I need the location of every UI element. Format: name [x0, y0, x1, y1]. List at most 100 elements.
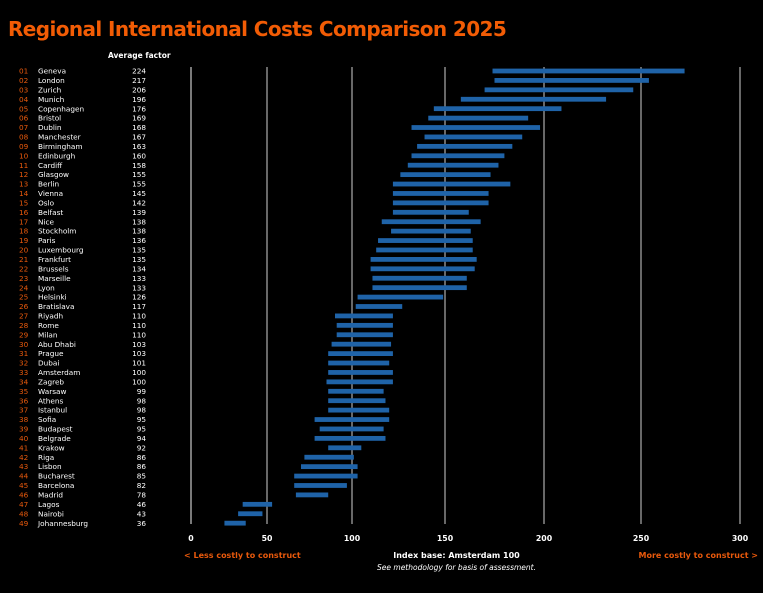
rank-label: 04 — [19, 95, 29, 104]
bar-dublin — [411, 125, 541, 130]
rank-label: 09 — [19, 142, 29, 151]
rank-label: 07 — [19, 123, 29, 132]
bar-abu-dhabi — [331, 341, 392, 347]
city-label: Oslo — [38, 198, 55, 207]
rank-label: 32 — [19, 359, 28, 368]
city-label: Dublin — [38, 123, 62, 132]
city-label: Copenhagen — [38, 104, 84, 113]
rank-label: 16 — [19, 208, 29, 217]
bar-paris — [378, 238, 473, 243]
average-factor-value: 36 — [137, 519, 147, 528]
city-label: Belfast — [38, 208, 63, 217]
city-label: Stockholm — [38, 227, 76, 236]
rank-label: 08 — [19, 133, 29, 142]
bar-athens — [328, 398, 386, 404]
city-label: Cardiff — [38, 161, 63, 170]
bar-barcelona — [294, 483, 347, 488]
city-label: Johannesburg — [37, 519, 88, 528]
rank-label: 36 — [19, 396, 29, 405]
average-factor-header: Average factor — [108, 51, 171, 60]
city-label: Sofia — [38, 415, 56, 424]
less-costly-label: < Less costly to construct — [184, 551, 301, 560]
rank-label: 46 — [19, 491, 29, 500]
bar-geneva — [492, 68, 685, 74]
rank-label: 45 — [19, 481, 28, 490]
average-factor-value: 135 — [132, 255, 146, 264]
bar-munich — [460, 96, 607, 102]
average-factor-value: 136 — [132, 236, 146, 245]
bar-frankfurt — [370, 257, 477, 262]
average-factor-value: 110 — [132, 321, 146, 330]
rank-label: 02 — [19, 76, 28, 85]
rank-label: 21 — [19, 255, 28, 264]
city-label: Paris — [38, 236, 56, 245]
city-label: London — [38, 76, 65, 85]
x-tick-50: 50 — [262, 534, 273, 543]
average-factor-value: 133 — [132, 283, 146, 292]
x-tick-200: 200 — [536, 534, 553, 543]
bar-milan — [336, 332, 393, 338]
bar-helsinki — [357, 294, 444, 300]
bars — [224, 68, 685, 526]
rank-label: 23 — [19, 274, 29, 283]
city-label: Lyon — [38, 283, 55, 292]
city-label: Luxembourg — [38, 246, 83, 255]
rank-label: 17 — [19, 217, 29, 226]
average-factor-value: 138 — [132, 217, 146, 226]
bar-madrid — [295, 492, 329, 498]
city-label: Dubai — [38, 359, 59, 368]
bar-dubai — [328, 360, 390, 366]
city-label: Helsinki — [38, 293, 67, 302]
rank-label: 03 — [19, 85, 29, 94]
city-label: Abu Dhabi — [38, 340, 76, 349]
bar-lisbon — [301, 464, 358, 470]
x-tick-0: 0 — [188, 534, 194, 543]
x-tick-150: 150 — [437, 534, 454, 543]
rank-label: 47 — [19, 500, 29, 509]
city-label: Zagreb — [38, 377, 64, 386]
city-label: Prague — [38, 349, 64, 358]
city-label: Nice — [38, 217, 54, 226]
city-label: Budapest — [38, 425, 73, 434]
average-factor-value: 46 — [137, 500, 147, 509]
rank-label: 28 — [19, 321, 29, 330]
city-label: Munich — [38, 95, 64, 104]
bar-istanbul — [328, 407, 390, 413]
index-base-label: Index base: Amsterdam 100 — [393, 551, 520, 560]
rank-label: 14 — [19, 189, 29, 198]
more-costly-label: More costly to construct > — [638, 551, 759, 560]
rank-label: 49 — [19, 519, 29, 528]
bar-amsterdam — [328, 370, 393, 375]
city-label: Zurich — [38, 85, 61, 94]
city-label: Lisbon — [38, 462, 62, 471]
average-factor-value: 98 — [137, 396, 147, 405]
average-factor-value: 145 — [132, 189, 146, 198]
average-factor-value: 133 — [132, 274, 146, 283]
bar-bristol — [428, 115, 529, 121]
average-factor-value: 86 — [137, 453, 147, 462]
city-label: Rome — [38, 321, 59, 330]
bar-riga — [304, 454, 354, 460]
rank-label: 31 — [19, 349, 28, 358]
rank-label: 26 — [19, 302, 29, 311]
average-factor-value: 196 — [132, 95, 146, 104]
rank-label: 29 — [19, 330, 29, 339]
city-label: Bristol — [38, 114, 61, 123]
row-labels: 01 Geneva 224 02 London 217 03 Zurich 206 04 Munic… — [19, 67, 146, 528]
average-factor-value: 103 — [132, 349, 146, 358]
bar-nairobi — [238, 511, 263, 517]
bar-prague — [328, 351, 393, 356]
average-factor-value: 155 — [132, 170, 146, 179]
rank-label: 39 — [19, 425, 29, 434]
city-label: Warsaw — [38, 387, 66, 396]
average-factor-value: 98 — [137, 406, 147, 415]
average-factor-value: 82 — [137, 481, 146, 490]
rank-label: 24 — [19, 283, 29, 292]
bar-krakow — [328, 445, 362, 451]
city-label: Lagos — [38, 500, 60, 509]
city-label: Riga — [38, 453, 54, 462]
rank-label: 27 — [19, 312, 29, 321]
city-label: Nairobi — [38, 509, 64, 518]
average-factor-value: 95 — [137, 415, 146, 424]
rank-label: 35 — [19, 387, 28, 396]
